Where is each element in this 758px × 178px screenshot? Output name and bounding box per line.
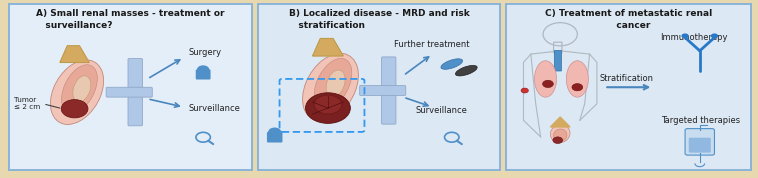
Circle shape	[711, 33, 718, 38]
Text: Tumor
≤ 2 cm: Tumor ≤ 2 cm	[14, 97, 40, 110]
Ellipse shape	[550, 124, 570, 143]
Circle shape	[305, 93, 350, 123]
FancyBboxPatch shape	[359, 86, 406, 95]
FancyBboxPatch shape	[196, 69, 211, 80]
Circle shape	[543, 80, 553, 88]
Text: Surgery: Surgery	[189, 48, 222, 57]
FancyBboxPatch shape	[106, 87, 152, 97]
FancyBboxPatch shape	[685, 129, 715, 155]
Ellipse shape	[534, 61, 556, 97]
Polygon shape	[312, 39, 343, 56]
Polygon shape	[550, 117, 570, 127]
Circle shape	[681, 33, 689, 38]
FancyBboxPatch shape	[267, 132, 283, 143]
Ellipse shape	[326, 70, 345, 98]
Text: Stratification: Stratification	[600, 74, 653, 83]
Text: Immunotherapy: Immunotherapy	[660, 33, 728, 42]
Text: Targeted therapies: Targeted therapies	[660, 116, 740, 125]
FancyBboxPatch shape	[554, 51, 562, 71]
Text: C) Treatment of metastatic renal
   cancer: C) Treatment of metastatic renal cancer	[545, 9, 713, 30]
Ellipse shape	[566, 61, 588, 97]
Circle shape	[521, 88, 528, 93]
FancyBboxPatch shape	[689, 138, 711, 153]
Circle shape	[314, 95, 342, 114]
Ellipse shape	[302, 53, 359, 121]
Text: Further treatment: Further treatment	[393, 40, 469, 49]
Polygon shape	[60, 46, 89, 62]
Text: A) Small renal masses - treatment or
   surveillance?: A) Small renal masses - treatment or sur…	[36, 9, 224, 30]
Ellipse shape	[456, 66, 478, 76]
Circle shape	[572, 84, 583, 91]
FancyBboxPatch shape	[128, 59, 143, 126]
Ellipse shape	[61, 65, 97, 113]
Circle shape	[553, 137, 562, 143]
Ellipse shape	[553, 129, 567, 142]
Ellipse shape	[51, 60, 104, 124]
Circle shape	[197, 65, 209, 74]
Ellipse shape	[441, 59, 462, 69]
Text: Surveillance: Surveillance	[415, 106, 467, 115]
Text: Surveillance: Surveillance	[189, 104, 240, 113]
Ellipse shape	[73, 76, 91, 102]
Ellipse shape	[315, 58, 352, 109]
Circle shape	[61, 100, 88, 118]
FancyBboxPatch shape	[381, 57, 396, 124]
Text: B) Localized disease - MRD and risk
   stratification: B) Localized disease - MRD and risk stra…	[289, 9, 469, 30]
Circle shape	[268, 127, 281, 137]
